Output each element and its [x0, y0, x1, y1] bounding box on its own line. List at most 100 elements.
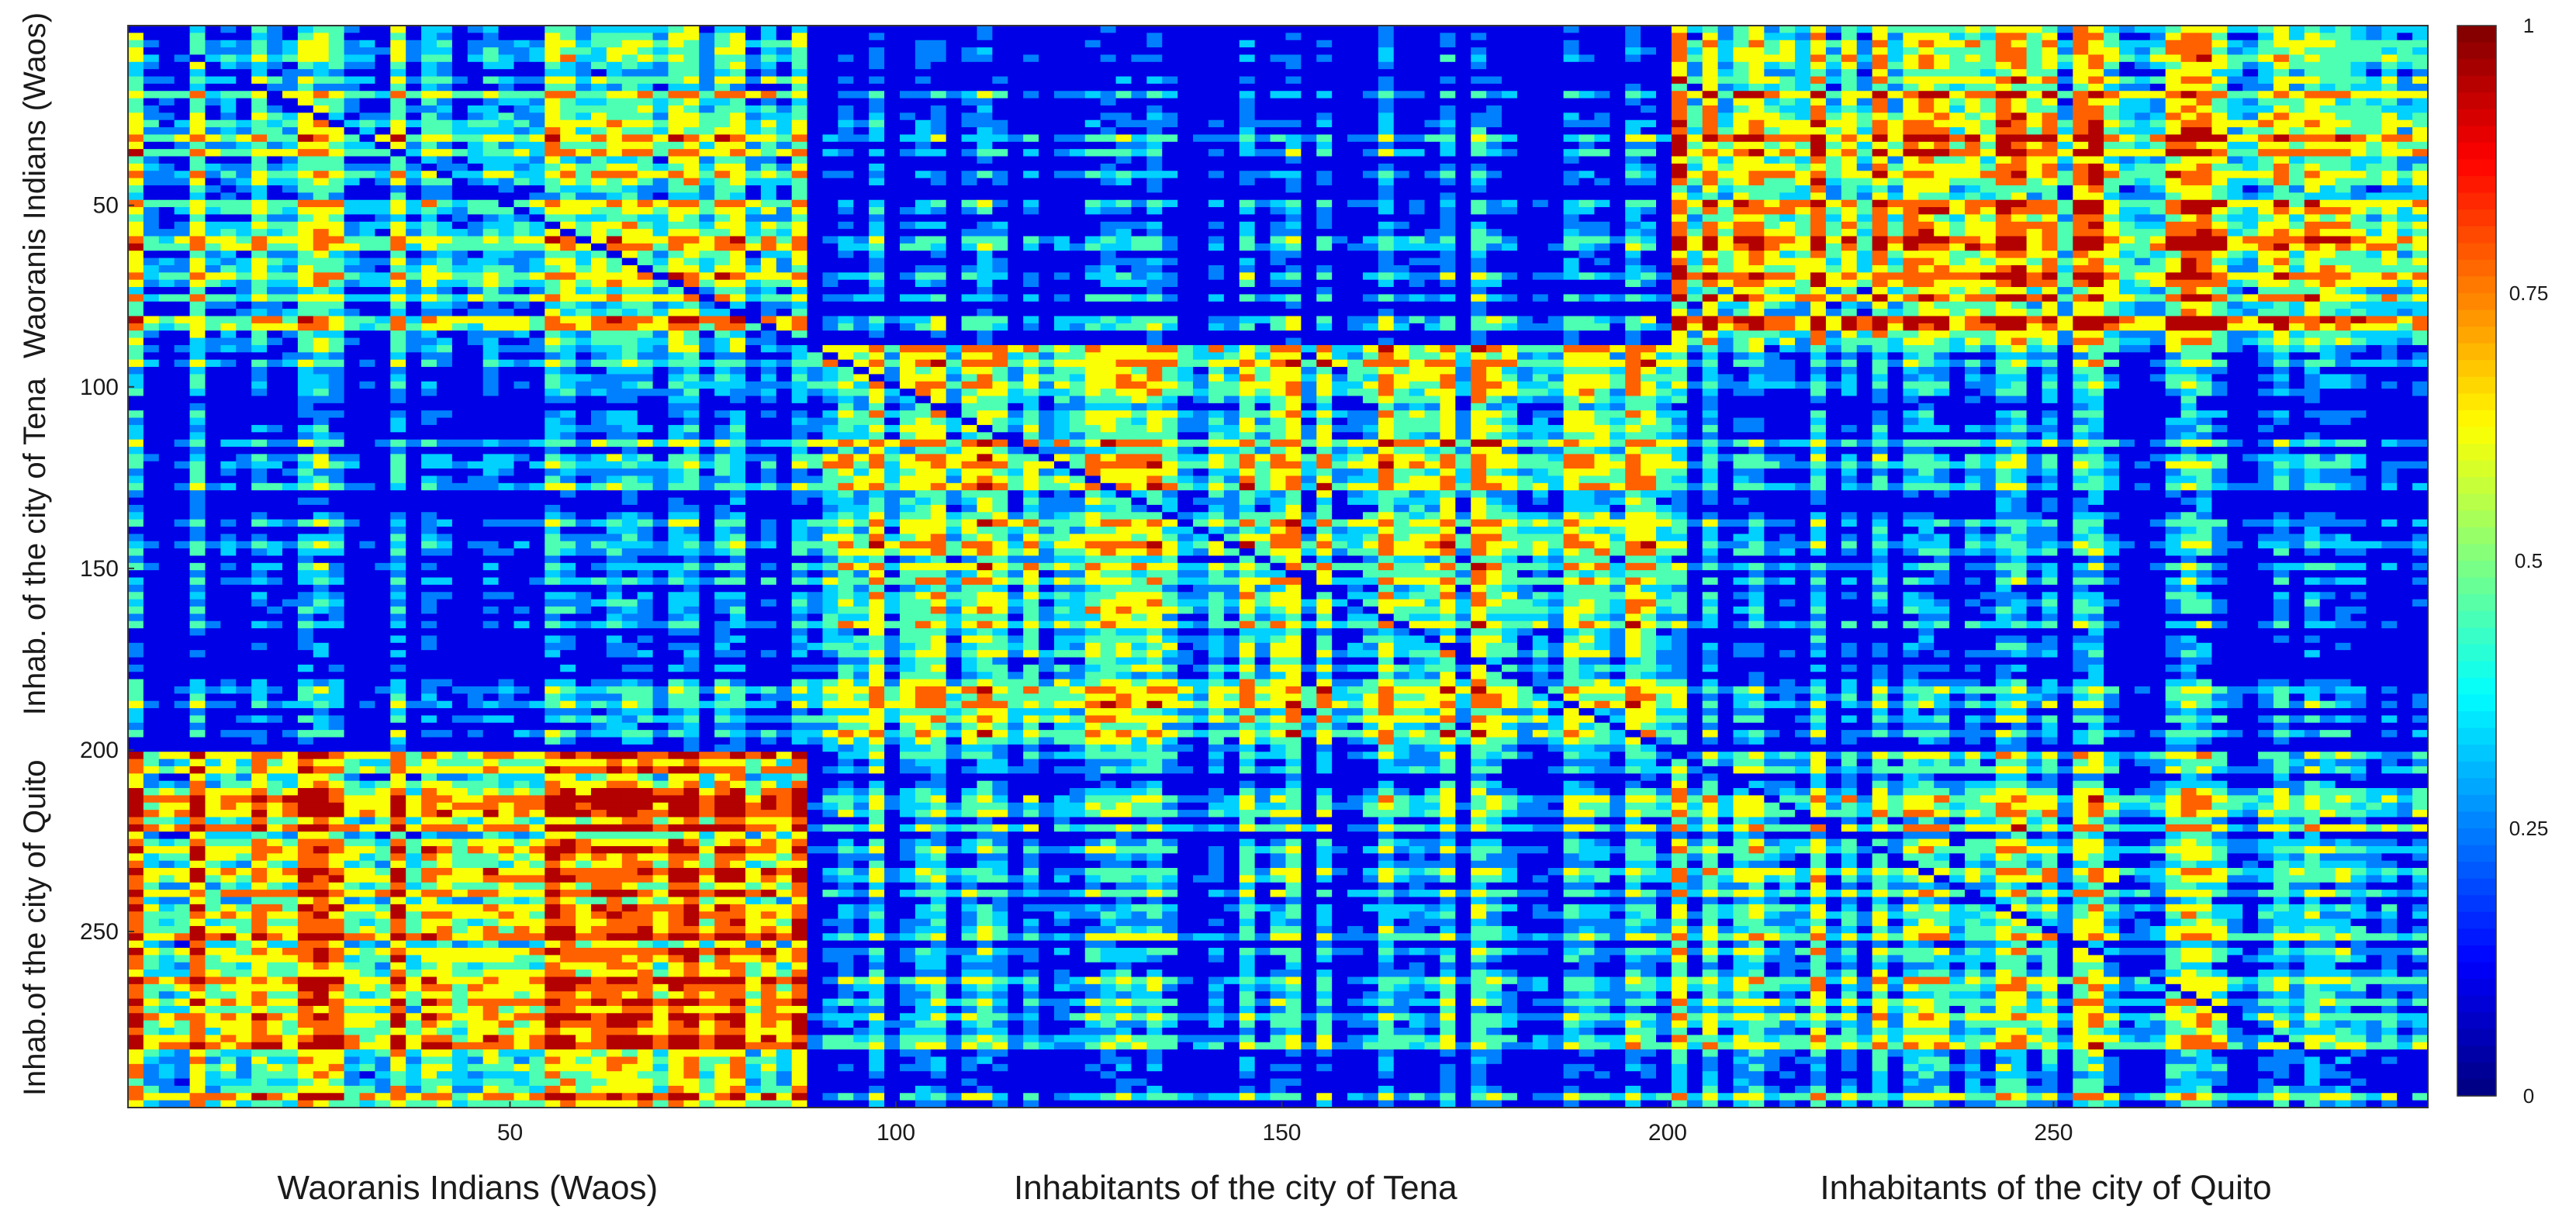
heatmap-cell [2104, 33, 2120, 41]
heatmap-cell [714, 40, 731, 48]
heatmap-cell [1516, 214, 1533, 223]
heatmap-cell [1039, 236, 1055, 244]
heatmap-cell [1347, 243, 1364, 251]
heatmap-cell [853, 192, 870, 201]
heatmap-cell [421, 134, 437, 143]
heatmap-cell [1965, 33, 1981, 41]
heatmap-cell [869, 171, 885, 179]
heatmap-cell [1980, 199, 1997, 208]
heatmap-cell [1995, 127, 2012, 136]
heatmap-cell [1301, 214, 1317, 223]
heatmap-cell [2412, 105, 2429, 113]
heatmap-cell [1270, 236, 1287, 244]
heatmap-cell [884, 47, 901, 56]
heatmap-cell [2273, 61, 2290, 70]
heatmap-cell [2242, 229, 2259, 237]
heatmap-cell [1301, 105, 1317, 113]
heatmap-cell [2180, 47, 2197, 56]
heatmap-cell [1301, 264, 1317, 273]
heatmap-cell [1779, 185, 1796, 193]
heatmap-cell [1285, 156, 1302, 164]
heatmap-cell [1053, 26, 1070, 33]
heatmap-cell [730, 105, 746, 113]
heatmap-cell [1686, 185, 1703, 193]
heatmap-cell [1641, 76, 1657, 85]
heatmap-cell [2335, 112, 2352, 121]
heatmap-cell [375, 207, 391, 216]
heatmap-cell [220, 185, 237, 193]
heatmap-cell [390, 47, 406, 56]
heatmap-cell [899, 119, 916, 128]
heatmap-cell [1903, 214, 1919, 223]
heatmap-cell [1748, 257, 1765, 266]
heatmap-cell [1177, 236, 1194, 244]
heatmap-cell [1378, 257, 1395, 266]
heatmap-cell [128, 119, 144, 128]
heatmap-cell [1455, 127, 1471, 136]
heatmap-cell [2149, 91, 2166, 99]
heatmap-cell [1393, 98, 1410, 106]
heatmap-cell [1825, 221, 1842, 230]
heatmap-cell [1934, 149, 1950, 157]
heatmap-cell [1610, 229, 1626, 237]
heatmap-cell [2288, 26, 2305, 33]
heatmap-cell [1610, 105, 1626, 113]
heatmap-cell [1748, 207, 1765, 216]
heatmap-cell [1301, 112, 1317, 121]
heatmap-cell [158, 178, 175, 186]
heatmap-cell [1177, 171, 1194, 179]
heatmap-cell [1903, 178, 1919, 186]
heatmap-cell [1409, 26, 1426, 33]
heatmap-cell [1717, 214, 1734, 223]
heatmap-cell [282, 54, 299, 63]
heatmap-cell [1532, 185, 1549, 193]
heatmap-cell [529, 112, 545, 121]
heatmap-cell [1610, 127, 1626, 136]
heatmap-cell [1393, 33, 1410, 41]
heatmap-cell [328, 171, 345, 179]
heatmap-cell [1949, 149, 1966, 157]
heatmap-cell [1918, 149, 1935, 157]
heatmap-cell [915, 40, 932, 48]
heatmap-cell [915, 112, 932, 121]
heatmap-cell [545, 83, 561, 92]
heatmap-cell [174, 163, 191, 171]
heatmap-cell [1810, 214, 1827, 223]
heatmap-cell [1810, 40, 1827, 48]
heatmap-cell [961, 199, 978, 208]
heatmap-cell [2304, 171, 2321, 179]
heatmap-cell [946, 91, 963, 99]
heatmap-cell [2366, 251, 2382, 259]
heatmap-cell [174, 98, 191, 106]
heatmap-cell [1779, 91, 1796, 99]
heatmap-cell [683, 33, 700, 41]
heatmap-cell [1656, 229, 1672, 237]
heatmap-cell [406, 47, 422, 56]
heatmap-cell [2258, 98, 2274, 106]
heatmap-cell [884, 229, 901, 237]
heatmap-cell [1193, 119, 1209, 128]
heatmap-cell [853, 47, 870, 56]
heatmap-cell [1440, 257, 1456, 266]
heatmap-cell [1362, 69, 1379, 78]
heatmap-cell [1424, 105, 1441, 113]
heatmap-cell [1146, 98, 1163, 106]
heatmap-cell [1594, 83, 1610, 92]
heatmap-cell [1084, 141, 1101, 150]
heatmap-cell [1965, 192, 1981, 201]
heatmap-cell [1578, 76, 1596, 85]
heatmap-cell [1856, 163, 1873, 171]
heatmap-cell [1471, 221, 1487, 230]
heatmap-cell [1378, 119, 1395, 128]
heatmap-cell [1131, 54, 1147, 63]
heatmap-cell [189, 207, 206, 216]
heatmap-cell [297, 264, 314, 273]
heatmap-cell [2149, 26, 2166, 33]
heatmap-cell [1656, 156, 1672, 164]
heatmap-cell [1965, 178, 1981, 186]
heatmap-cell [822, 163, 838, 171]
heatmap-cell [637, 141, 654, 150]
heatmap-cell [2057, 221, 2073, 230]
heatmap-cell [1671, 83, 1688, 92]
heatmap-cell [205, 221, 221, 230]
